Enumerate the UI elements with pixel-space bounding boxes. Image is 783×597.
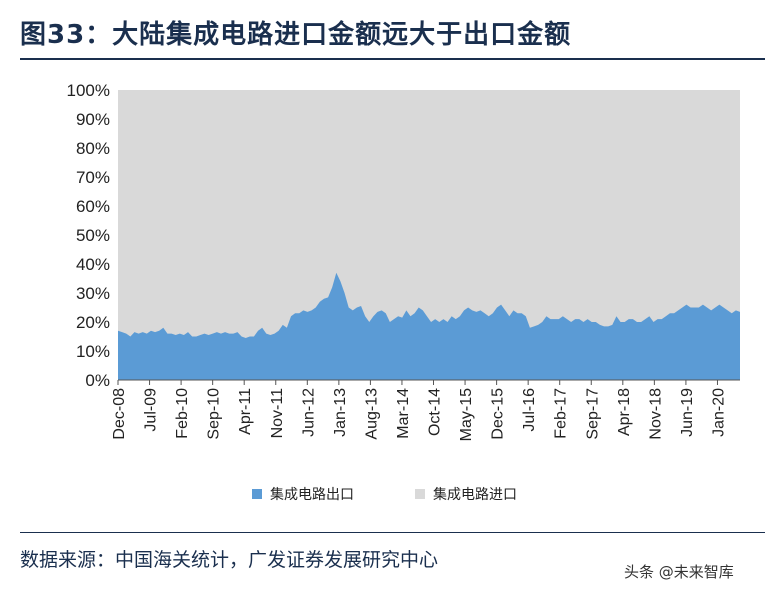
x-axis: Dec-08 Jul-09 Feb-10 Sep-10 Apr-11 Nov-11 Jun-… xyxy=(111,380,727,441)
x-tick-label: Jun-12 xyxy=(300,388,317,437)
legend-item-import: 集成电路进口 xyxy=(415,484,517,504)
export-area xyxy=(118,272,740,380)
x-tick-label: Jan-13 xyxy=(332,388,349,437)
x-tick-label: Jul-16 xyxy=(521,388,538,432)
x-tick-label: Feb-10 xyxy=(174,388,191,439)
legend-swatch-import xyxy=(415,489,425,499)
x-tick-label: May-15 xyxy=(458,388,475,441)
x-tick-label: Nov-18 xyxy=(647,388,664,440)
legend-label-import: 集成电路进口 xyxy=(433,487,517,503)
y-tick-label: 90% xyxy=(76,110,110,129)
x-tick-label: Sep-10 xyxy=(206,388,223,440)
title-rule xyxy=(20,58,765,60)
x-tick-label: Dec-08 xyxy=(111,388,128,440)
x-tick-label: Jan-20 xyxy=(710,388,727,437)
x-tick-label: Oct-14 xyxy=(427,388,444,436)
x-tick-label: Feb-17 xyxy=(553,388,570,439)
y-tick-label: 40% xyxy=(76,255,110,274)
x-tick-label: Dec-15 xyxy=(490,388,507,440)
y-tick-label: 70% xyxy=(76,168,110,187)
chart-area: 0% 10% 20% 30% 40% 50% 60% 70% 80% 90% 100% Dec-08… xyxy=(67,81,740,441)
y-tick-label: 30% xyxy=(76,284,110,303)
y-tick-label: 60% xyxy=(76,197,110,216)
y-tick-label: 50% xyxy=(76,226,110,245)
legend-item-export: 集成电路出口 xyxy=(252,484,354,504)
x-tick-label: Sep-17 xyxy=(584,388,601,440)
x-tick-label: Apr-18 xyxy=(616,388,633,436)
footer-rule xyxy=(20,532,765,533)
y-axis: 0% 10% 20% 30% 40% 50% 60% 70% 80% 90% 100% xyxy=(67,81,110,390)
x-tick-label: Jul-09 xyxy=(143,388,160,432)
legend-swatch-export xyxy=(252,489,262,499)
legend-label-export: 集成电路出口 xyxy=(270,487,354,503)
chart-title: 图33：大陆集成电路进口金额远大于出口金额 xyxy=(20,20,572,50)
y-tick-label: 0% xyxy=(85,371,110,390)
x-tick-label: Aug-13 xyxy=(363,388,380,440)
y-tick-label: 80% xyxy=(76,139,110,158)
y-tick-label: 10% xyxy=(76,342,110,361)
import-area xyxy=(118,90,740,338)
x-tick-label: Mar-14 xyxy=(395,388,412,439)
x-tick-label: Nov-11 xyxy=(269,388,286,438)
y-tick-label: 20% xyxy=(76,313,110,332)
x-tick-label: Apr-11 xyxy=(237,388,254,435)
watermark: 头条 @未来智库 xyxy=(624,563,734,581)
y-tick-label: 100% xyxy=(67,81,110,100)
x-tick-label: Jun-19 xyxy=(679,388,696,437)
source-note: 数据来源：中国海关统计，广发证券发展研究中心 xyxy=(20,549,439,571)
